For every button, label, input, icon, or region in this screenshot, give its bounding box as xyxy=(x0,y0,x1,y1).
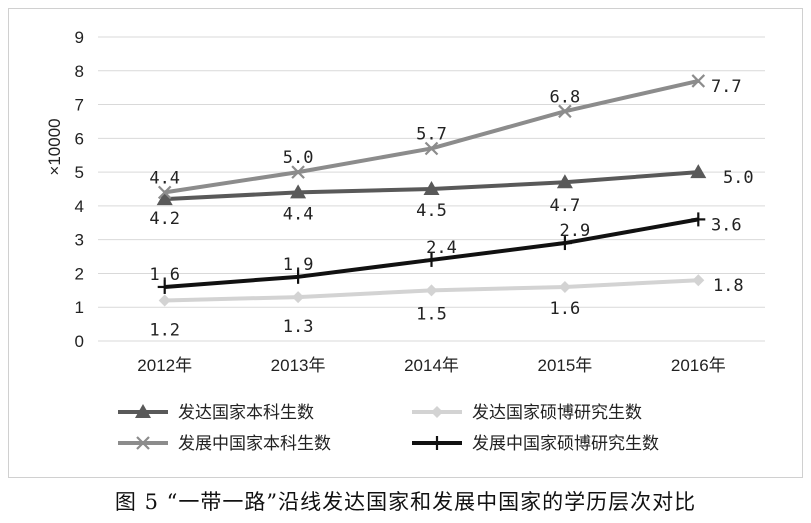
y-tick-label: 5 xyxy=(75,163,84,182)
data-point-marker xyxy=(424,252,439,267)
data-point-marker xyxy=(424,141,439,156)
data-point-marker xyxy=(157,279,172,294)
legend-label: 发展中国家硕博研究生数 xyxy=(472,434,659,454)
y-tick-label: 3 xyxy=(75,231,84,250)
data-point-marker xyxy=(291,165,305,179)
data-point-marker xyxy=(425,284,438,297)
legend-label: 发达国家硕博研究生数 xyxy=(472,403,642,423)
data-point-marker xyxy=(558,104,572,119)
data-label: 1.2 xyxy=(149,320,180,340)
data-label: 4.5 xyxy=(416,201,447,221)
y-tick-label: 8 xyxy=(75,62,84,81)
x-tick-label: 2014年 xyxy=(404,356,459,375)
data-label: 7.7 xyxy=(711,77,742,97)
data-label: 4.4 xyxy=(283,204,314,224)
y-tick-label: 0 xyxy=(75,332,84,351)
data-point-marker xyxy=(291,269,306,284)
legend-label: 发达国家本科生数 xyxy=(178,403,314,423)
data-label: 1.6 xyxy=(550,299,581,319)
data-point-marker xyxy=(690,164,707,179)
data-point-marker xyxy=(158,294,171,307)
y-tick-label: 6 xyxy=(75,129,84,148)
data-label: 3.6 xyxy=(711,215,742,235)
legend-marker xyxy=(430,436,444,450)
data-label: 6.8 xyxy=(550,87,581,107)
data-label: 4.4 xyxy=(149,168,180,188)
y-tick-label: 4 xyxy=(75,197,84,216)
y-axis-unit-label: ×10000 xyxy=(45,118,64,175)
data-point-marker xyxy=(557,236,572,251)
data-label: 1.3 xyxy=(283,317,314,337)
data-label: 5.0 xyxy=(723,168,754,188)
data-label: 4.7 xyxy=(550,196,581,216)
data-label: 1.8 xyxy=(713,276,744,296)
figure-caption: 图 5 “一带一路”沿线发达国家和发展中国家的学历层次对比 xyxy=(114,490,697,514)
data-label: 2.4 xyxy=(426,238,457,258)
data-point-marker xyxy=(692,274,705,287)
line-chart: 0 1 2 3 4 5 6 7 8 9 ×10000 2012年 2013年 2014年 2015年 2016… xyxy=(45,28,765,454)
data-label: 5.0 xyxy=(283,148,314,168)
data-point-marker xyxy=(558,280,571,293)
y-tick-label: 7 xyxy=(75,96,84,115)
data-point-marker xyxy=(156,191,173,206)
y-tick-label: 1 xyxy=(75,298,84,317)
data-label: 1.5 xyxy=(416,304,447,324)
data-point-marker xyxy=(556,174,573,189)
x-tick-label: 2012年 xyxy=(137,356,192,375)
data-label: 5.7 xyxy=(416,124,447,144)
legend-marker xyxy=(431,406,443,418)
x-tick-label: 2015年 xyxy=(537,356,592,375)
legend-label: 发展中国家本科生数 xyxy=(178,434,331,454)
data-label: 1.9 xyxy=(283,255,314,275)
y-tick-label: 2 xyxy=(75,264,84,283)
x-tick-label: 2016年 xyxy=(671,356,726,375)
data-label: 2.9 xyxy=(560,221,591,241)
y-tick-label: 9 xyxy=(75,28,84,47)
data-point-marker xyxy=(292,291,305,304)
x-tick-label: 2013年 xyxy=(271,356,326,375)
data-point-marker xyxy=(423,181,440,195)
data-point-marker xyxy=(157,185,172,200)
legend-marker xyxy=(135,404,151,418)
data-point-marker xyxy=(290,184,307,199)
data-label: 4.2 xyxy=(149,209,180,229)
data-label: 1.6 xyxy=(149,265,180,285)
data-point-marker xyxy=(691,74,706,88)
legend-marker xyxy=(136,436,150,450)
data-point-marker xyxy=(691,212,706,227)
